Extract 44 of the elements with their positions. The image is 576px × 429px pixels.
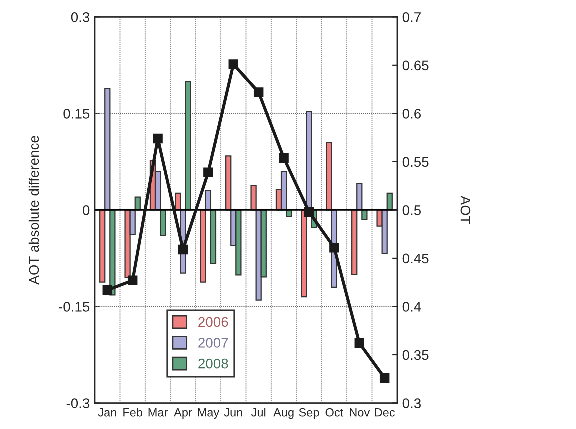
point: [204, 168, 214, 178]
x-tick-label: Dec: [375, 408, 396, 417]
y-axis-title: AOT absolute difference: [28, 136, 40, 285]
y-tick-label: 0.15: [64, 109, 90, 119]
point: [304, 207, 314, 217]
x-tick-label: Apr: [174, 408, 192, 420]
y-tick-label: 0.3: [71, 12, 90, 22]
legend-label: 2008: [198, 358, 228, 369]
x-tick-label: Jun: [224, 408, 242, 417]
y-tick-label: -0.3: [66, 398, 90, 408]
y-tick-label: 0: [83, 206, 90, 216]
point: [178, 244, 188, 255]
y2-tick-label: 0.55: [402, 157, 429, 168]
point: [354, 338, 364, 348]
y-tick-label: -0.15: [59, 302, 90, 312]
y2-tick-label: 0.5: [402, 206, 422, 216]
x-tick-label: Jan: [98, 408, 116, 417]
y2-tick-label: 0.3: [402, 398, 421, 408]
point: [228, 60, 238, 70]
x-tick-label: Mar: [148, 408, 168, 417]
y2-tick-label: 0.7: [402, 12, 421, 22]
x-tick-label: May: [198, 408, 220, 420]
y2-tick-label: 0.45: [402, 254, 429, 264]
x-tick-label: Sep: [299, 408, 320, 420]
x-tick-label: Aug: [274, 408, 294, 420]
point: [380, 373, 390, 384]
point: [279, 153, 289, 163]
legend-label: 2006: [198, 317, 228, 328]
point: [254, 88, 264, 98]
y2-tick-label: 0.35: [402, 350, 429, 360]
bar: [301, 210, 308, 298]
x-tick-label: Jul: [251, 408, 266, 417]
y2-tick-label: 0.4: [402, 302, 422, 312]
x-tick-label: Oct: [326, 408, 344, 417]
point: [128, 276, 138, 286]
y2-axis-title: AOT: [460, 196, 471, 224]
x-tick-label: Feb: [124, 408, 143, 417]
point: [102, 285, 112, 296]
point: [153, 134, 163, 144]
y2-tick-label: 0.6: [402, 109, 421, 119]
x-tick-label: Nov: [350, 408, 370, 417]
legend-label: 2007: [198, 338, 228, 348]
y2-tick-label: 0.65: [402, 60, 429, 71]
point: [330, 242, 340, 253]
